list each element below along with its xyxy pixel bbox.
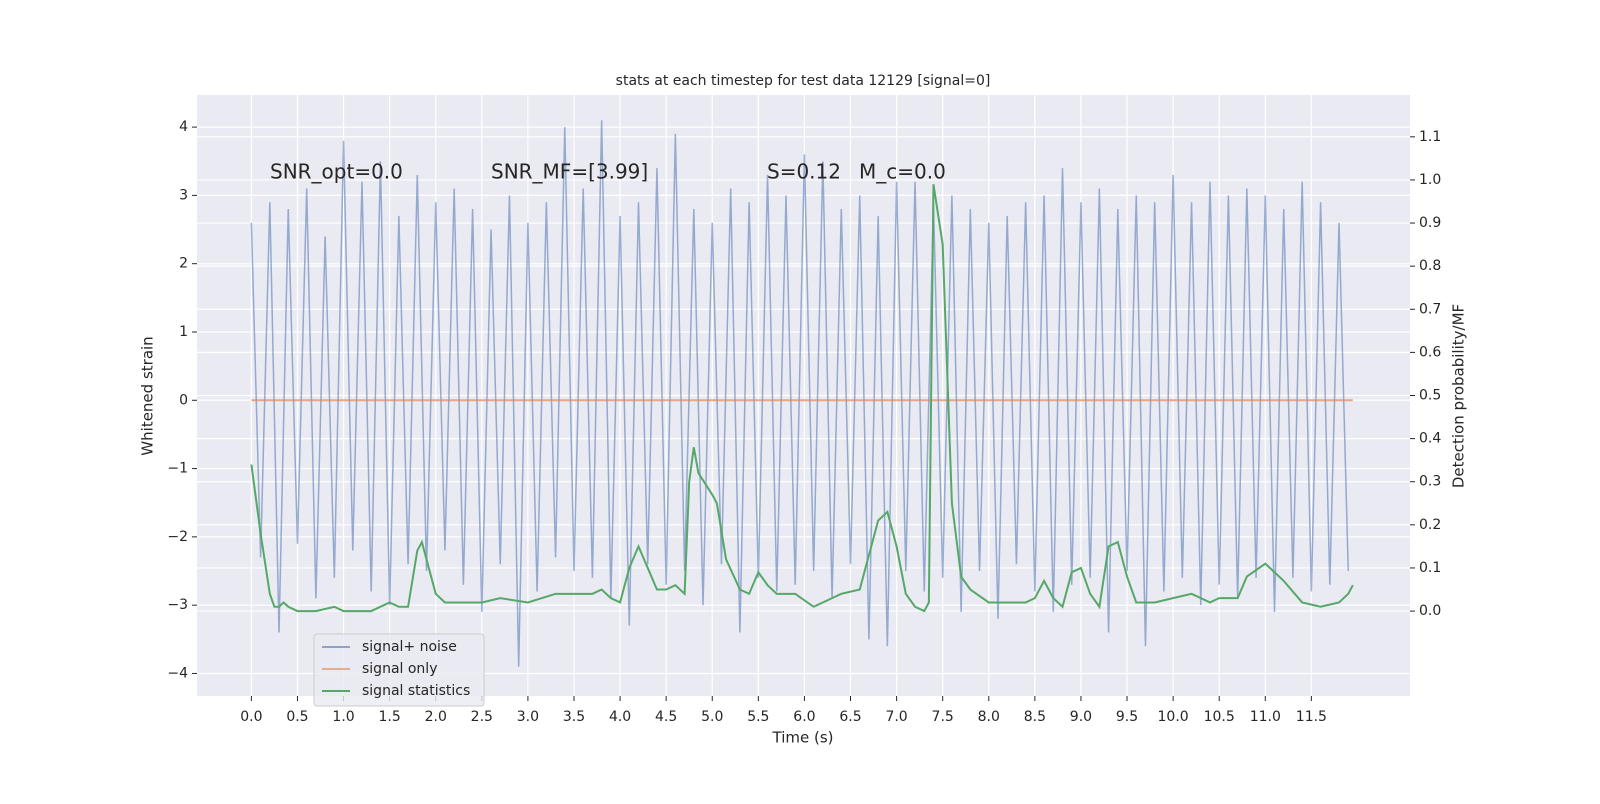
y2-tick-label: 0.0 bbox=[1419, 603, 1441, 619]
x-tick-label: 6.0 bbox=[793, 709, 815, 725]
x-tick-label: 0.0 bbox=[240, 709, 262, 725]
y-tick-label: −4 bbox=[167, 665, 188, 681]
annotation: SNR_opt=0.0 bbox=[270, 160, 403, 184]
y-tick-label: −3 bbox=[167, 597, 188, 613]
legend-label: signal statistics bbox=[362, 683, 470, 699]
legend-label: signal only bbox=[362, 661, 437, 677]
y2-tick-label: 0.5 bbox=[1419, 388, 1441, 404]
x-tick-label: 11.0 bbox=[1250, 709, 1281, 725]
y2-tick-label: 0.6 bbox=[1419, 344, 1441, 360]
x-tick-label: 9.5 bbox=[1116, 709, 1138, 725]
x-tick-label: 4.0 bbox=[609, 709, 631, 725]
x-tick-label: 3.0 bbox=[517, 709, 539, 725]
y-tick-label: −1 bbox=[167, 461, 188, 477]
y2-tick-label: 0.7 bbox=[1419, 301, 1441, 317]
x-tick-label: 3.5 bbox=[563, 709, 585, 725]
x-tick-label: 4.5 bbox=[655, 709, 677, 725]
annotation: M_c=0.0 bbox=[859, 160, 946, 184]
x-tick-label: 10.0 bbox=[1158, 709, 1189, 725]
y-axis-label: Whitened strain bbox=[139, 336, 157, 455]
y-tick-label: 1 bbox=[179, 324, 188, 340]
y-tick-label: 0 bbox=[179, 392, 188, 408]
x-tick-label: 7.0 bbox=[885, 709, 907, 725]
y-tick-label: 2 bbox=[179, 256, 188, 272]
annotation: SNR_MF=[3.99] bbox=[491, 160, 648, 184]
x-tick-label: 6.5 bbox=[839, 709, 861, 725]
x-tick-label: 1.0 bbox=[332, 709, 354, 725]
y2-tick-label: 0.3 bbox=[1419, 474, 1441, 490]
x-axis-label: Time (s) bbox=[772, 729, 834, 747]
annotation: S=0.12 bbox=[767, 160, 841, 184]
y2-axis-label: Detection probability/MF bbox=[1450, 304, 1468, 488]
y2-tick-label: 1.1 bbox=[1419, 129, 1441, 145]
labels: 0.0 0.5 1.0 1.5 2.0 2.5 3.0 3.5 4.0 4.5 5.0 5.5 6.0 6… bbox=[167, 119, 1441, 725]
y2-tick-label: 0.1 bbox=[1419, 560, 1441, 576]
chart-title: stats at each timestep for test data 121… bbox=[616, 73, 991, 89]
x-tick-label: 11.5 bbox=[1296, 709, 1327, 725]
marks bbox=[250, 120, 1354, 667]
x-tick-label: 1.5 bbox=[379, 709, 401, 725]
x-tick-label: 7.5 bbox=[932, 709, 954, 725]
legend-box bbox=[313, 633, 485, 707]
x-tick-label: 8.0 bbox=[978, 709, 1000, 725]
x-tick-label: 2.5 bbox=[471, 709, 493, 725]
y-tick-label: −2 bbox=[167, 529, 188, 545]
x-tick-label: 5.5 bbox=[747, 709, 769, 725]
y2-tick-label: 0.2 bbox=[1419, 517, 1441, 533]
x-tick-label: 9.0 bbox=[1070, 709, 1092, 725]
y2-tick-label: 0.4 bbox=[1419, 431, 1441, 447]
y-tick-label: 4 bbox=[179, 119, 188, 135]
series-line bbox=[250, 184, 1354, 613]
x-tick-label: 2.0 bbox=[425, 709, 447, 725]
series-line bbox=[250, 120, 1349, 667]
y-tick-label: 3 bbox=[179, 187, 188, 203]
y2-tick-label: 0.9 bbox=[1419, 215, 1441, 231]
x-tick-label: 5.0 bbox=[701, 709, 723, 725]
x-tick-label: 8.5 bbox=[1024, 709, 1046, 725]
x-tick-label: 0.5 bbox=[286, 709, 308, 725]
y2-tick-label: 1.0 bbox=[1419, 172, 1441, 188]
x-tick-label: 10.5 bbox=[1204, 709, 1235, 725]
y2-tick-label: 0.8 bbox=[1419, 258, 1441, 274]
legend-label: signal+ noise bbox=[362, 639, 457, 655]
